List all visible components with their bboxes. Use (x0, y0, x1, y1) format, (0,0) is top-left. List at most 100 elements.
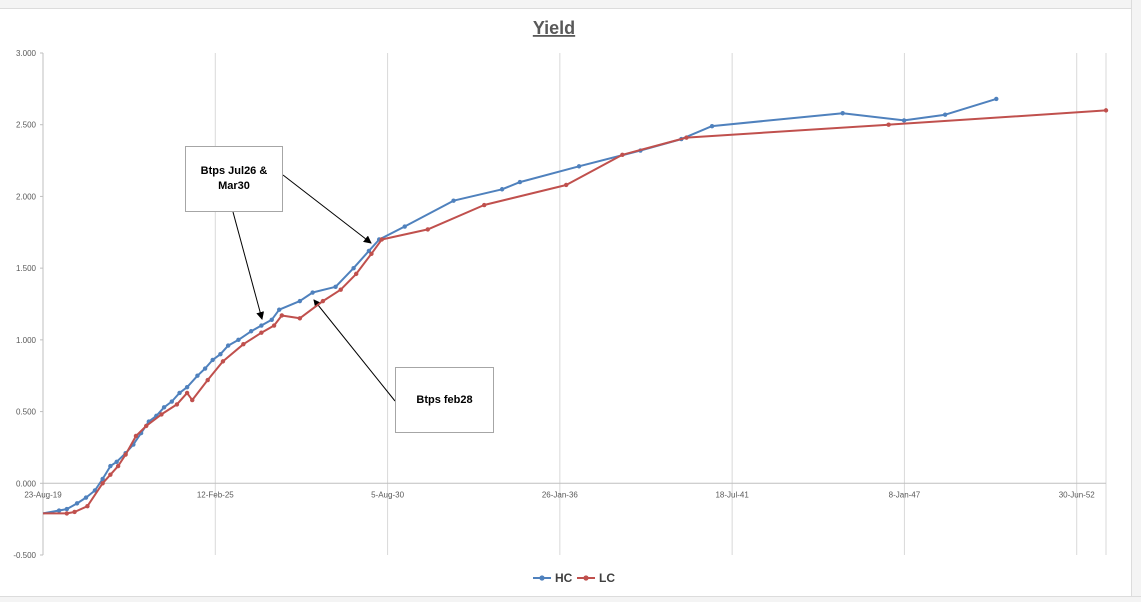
data-point-hc (210, 357, 215, 363)
data-point-hc (236, 337, 241, 343)
data-point-hc (901, 118, 907, 123)
x-tick-label: 30-Jun-52 (1059, 490, 1096, 499)
y-tick-label: 1.500 (16, 264, 37, 273)
data-point-lc (259, 330, 264, 335)
data-point-hc (108, 463, 113, 469)
data-point-hc (366, 248, 372, 254)
data-point-lc (108, 472, 113, 477)
data-point-lc (279, 313, 285, 318)
annotation-text: Btps Jul26 & Mar30 (200, 165, 268, 192)
data-point-lc (205, 377, 210, 383)
data-point-lc (220, 359, 226, 364)
data-point-hc (259, 323, 264, 328)
x-tick-label: 23-Aug-19 (24, 490, 62, 499)
data-point-lc (85, 504, 90, 509)
data-point-lc (886, 122, 891, 127)
data-point-lc (684, 135, 689, 140)
data-point-hc (161, 405, 167, 410)
spreadsheet-bottom-strip (0, 596, 1141, 602)
data-point-lc (1103, 108, 1109, 113)
legend-marker-hc (539, 575, 545, 581)
data-point-hc (225, 343, 231, 348)
data-point-hc (56, 508, 62, 513)
data-point-lc (241, 341, 246, 347)
data-point-hc (310, 290, 315, 295)
annotation-btps-jul26-mar30: Btps Jul26 & Mar30 (185, 146, 283, 212)
spreadsheet-header-strip (0, 0, 1141, 9)
legend-label-lc: LC (599, 571, 615, 585)
y-tick-label: 0.500 (16, 408, 37, 417)
series-group (42, 96, 1109, 516)
data-point-lc (100, 481, 105, 486)
data-point-lc (482, 202, 487, 208)
legend-marker-lc (583, 575, 589, 581)
annotation-text: Btps feb28 (416, 393, 473, 406)
data-point-hc (195, 373, 200, 378)
data-point-lc (425, 227, 430, 232)
data-point-hc (709, 123, 715, 129)
data-point-lc (72, 509, 77, 515)
y-tick-label: -0.500 (13, 551, 36, 560)
y-tick-label: 2.500 (16, 121, 37, 130)
data-point-hc (517, 179, 523, 185)
data-point-lc (338, 287, 343, 292)
x-tick-label: 18-Jul-41 (715, 490, 749, 499)
annotation-arrow (282, 174, 372, 244)
data-point-hc (402, 224, 407, 229)
x-tick-label: 8-Jan-47 (889, 490, 921, 499)
y-tick-label: 2.000 (16, 192, 37, 201)
data-point-lc (184, 390, 190, 396)
y-tick-label: 3.000 (16, 49, 37, 58)
series-line-hc (42, 97, 997, 515)
data-point-hc (169, 399, 174, 404)
data-point-hc (100, 476, 105, 482)
data-point-hc (277, 307, 282, 312)
y-tick-label: 1.000 (16, 336, 37, 345)
grid-lines (42, 53, 1107, 555)
data-point-hc (218, 352, 223, 357)
data-point-lc (369, 251, 374, 256)
data-point-lc (144, 423, 149, 429)
data-point-lc (297, 316, 303, 321)
data-point-hc (840, 111, 845, 116)
spreadsheet-right-strip (1131, 0, 1141, 601)
data-point-hc (202, 366, 208, 371)
data-point-hc (74, 501, 80, 506)
data-point-hc (83, 495, 89, 500)
annotation-arrow (313, 299, 396, 402)
data-point-lc (115, 463, 121, 469)
data-point-hc (942, 112, 948, 117)
data-point-lc (64, 511, 70, 516)
data-point-hc (576, 164, 582, 169)
data-point-hc (499, 187, 505, 192)
data-point-hc (269, 317, 274, 322)
x-tick-label: 5-Aug-30 (371, 490, 404, 499)
data-point-lc (133, 433, 139, 439)
data-point-lc (563, 182, 569, 188)
data-point-hc (351, 265, 356, 271)
legend: HC LC (533, 571, 615, 585)
data-point-lc (379, 237, 384, 242)
x-tick-label: 12-Feb-25 (197, 490, 234, 499)
annotation-arrows (232, 174, 396, 402)
data-point-hc (248, 329, 254, 334)
data-point-lc (353, 271, 359, 277)
data-point-lc (320, 298, 326, 304)
data-point-lc (620, 152, 625, 158)
data-point-hc (333, 284, 338, 289)
annotation-arrow (232, 211, 265, 320)
data-point-lc (174, 402, 180, 407)
annotation-btps-feb28: Btps feb28 (395, 367, 494, 433)
data-point-hc (184, 384, 190, 390)
data-point-hc (451, 198, 456, 203)
data-point-lc (271, 323, 277, 328)
legend-label-hc: HC (555, 571, 573, 585)
data-point-hc (994, 96, 999, 102)
data-point-lc (159, 412, 164, 417)
data-point-lc (190, 397, 195, 403)
data-point-hc (64, 506, 70, 512)
data-point-hc (177, 390, 182, 396)
x-tick-label: 26-Jan-36 (542, 490, 579, 499)
data-point-lc (123, 452, 128, 457)
